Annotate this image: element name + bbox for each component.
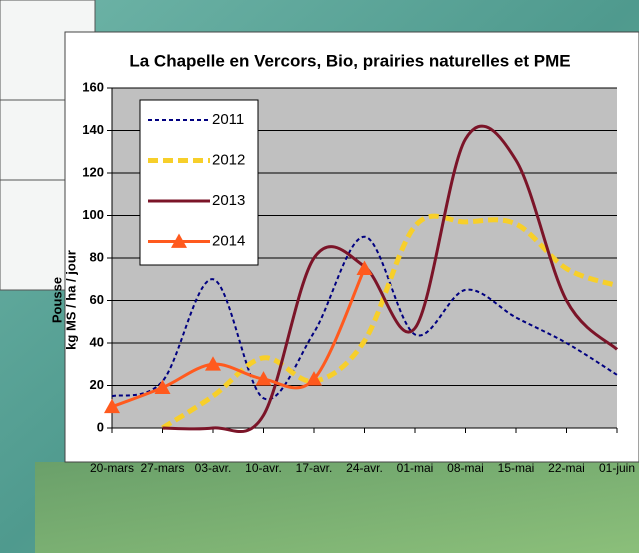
- x-tick-label: 17-avr.: [296, 461, 333, 475]
- grass-photo: [35, 462, 639, 553]
- y-tick-label: 140: [82, 122, 104, 137]
- y-tick-label: 80: [90, 249, 104, 264]
- x-tick-label: 01-juin: [599, 461, 635, 475]
- legend-label: 2011: [212, 111, 244, 128]
- legend-label: 2014: [212, 232, 245, 249]
- y-tick-label: 40: [90, 334, 104, 349]
- y-tick-label: 0: [97, 419, 104, 434]
- x-tick-label: 03-avr.: [195, 461, 232, 475]
- y-tick-label: 60: [90, 292, 104, 307]
- y-tick-label: 20: [90, 377, 104, 392]
- x-tick-label: 15-mai: [498, 461, 535, 475]
- y-tick-label: 160: [82, 79, 104, 94]
- x-tick-label: 24-avr.: [346, 461, 383, 475]
- x-tick-label: 20-mars: [90, 461, 134, 475]
- x-tick-label: 22-mai: [548, 461, 585, 475]
- legend-label: 2013: [212, 192, 245, 209]
- y-axis-label: Pousse: [49, 277, 64, 323]
- y-axis-label: kg MS / ha / jour: [63, 250, 78, 350]
- legend-label: 2012: [212, 151, 245, 168]
- x-tick-label: 08-mai: [447, 461, 484, 475]
- x-tick-label: 10-avr.: [245, 461, 282, 475]
- screenshot: La Chapelle en Vercors, Bio, prairies na…: [0, 0, 639, 553]
- x-tick-label: 01-mai: [397, 461, 434, 475]
- x-tick-label: 27-mars: [140, 461, 184, 475]
- y-tick-label: 100: [82, 207, 104, 222]
- page: {"chart_data": {"type": "line", "title":…: [0, 0, 639, 553]
- y-tick-label: 120: [82, 164, 104, 179]
- chart-title: La Chapelle en Vercors, Bio, prairies na…: [129, 51, 570, 70]
